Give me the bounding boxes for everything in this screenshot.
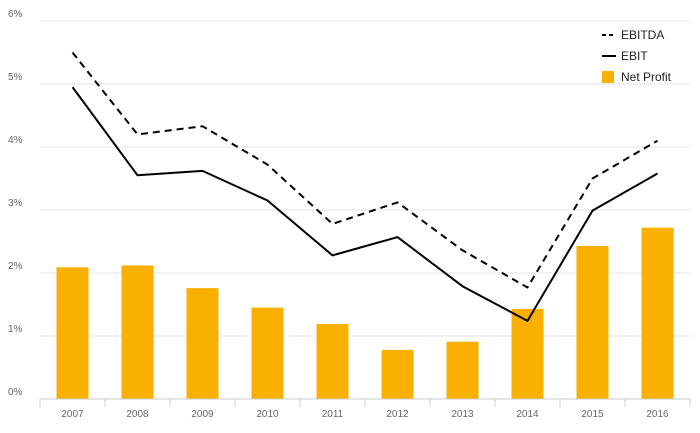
net-profit-bar [251, 307, 284, 399]
legend: EBITDA EBIT Net Profit [602, 28, 672, 84]
x-tick-label: 2012 [386, 409, 409, 420]
net-profit-bar [576, 245, 609, 399]
y-tick-label: 4% [8, 135, 23, 146]
ebit-line [71, 86, 658, 322]
legend-label-ebitda: EBITDA [621, 28, 664, 42]
x-tick-label: 2011 [322, 409, 344, 420]
x-tick-label: 2016 [646, 409, 669, 420]
x-tick-label: 2010 [256, 409, 279, 420]
ebitda-line [71, 51, 659, 289]
x-tick-label: 2015 [581, 409, 604, 420]
legend-label-ebit: EBIT [621, 49, 648, 63]
y-tick-label: 2% [8, 261, 23, 272]
line-series [71, 51, 659, 322]
net-profit-bar [381, 349, 414, 399]
legend-swatch-net-profit [602, 71, 614, 83]
net-profit-bar [56, 267, 89, 399]
y-tick-label: 5% [8, 72, 23, 83]
legend-label-net-profit: Net Profit [621, 70, 672, 84]
x-tick-label: 2008 [126, 409, 149, 420]
net-profit-bar [511, 308, 544, 399]
net-profit-bar [121, 265, 154, 399]
axes: 0% 1% 2% 3% 4% 5% 6% 2007 2008 2009 2010 2011 2012 20… [8, 9, 691, 420]
net-profit-bar [641, 227, 674, 399]
net-profit-bar [316, 324, 349, 399]
x-tick-label: 2014 [516, 409, 539, 420]
x-tick-label: 2013 [451, 409, 474, 420]
net-profit-bar [186, 288, 219, 399]
y-tick-label: 6% [8, 9, 23, 20]
x-tick-label: 2007 [61, 409, 84, 420]
y-tick-label: 1% [8, 324, 23, 335]
y-tick-label: 0% [8, 387, 23, 398]
net-profit-bar [446, 341, 479, 399]
x-tick-label: 2009 [191, 409, 214, 420]
y-tick-label: 3% [8, 198, 23, 209]
net-profit-bars [56, 227, 674, 399]
